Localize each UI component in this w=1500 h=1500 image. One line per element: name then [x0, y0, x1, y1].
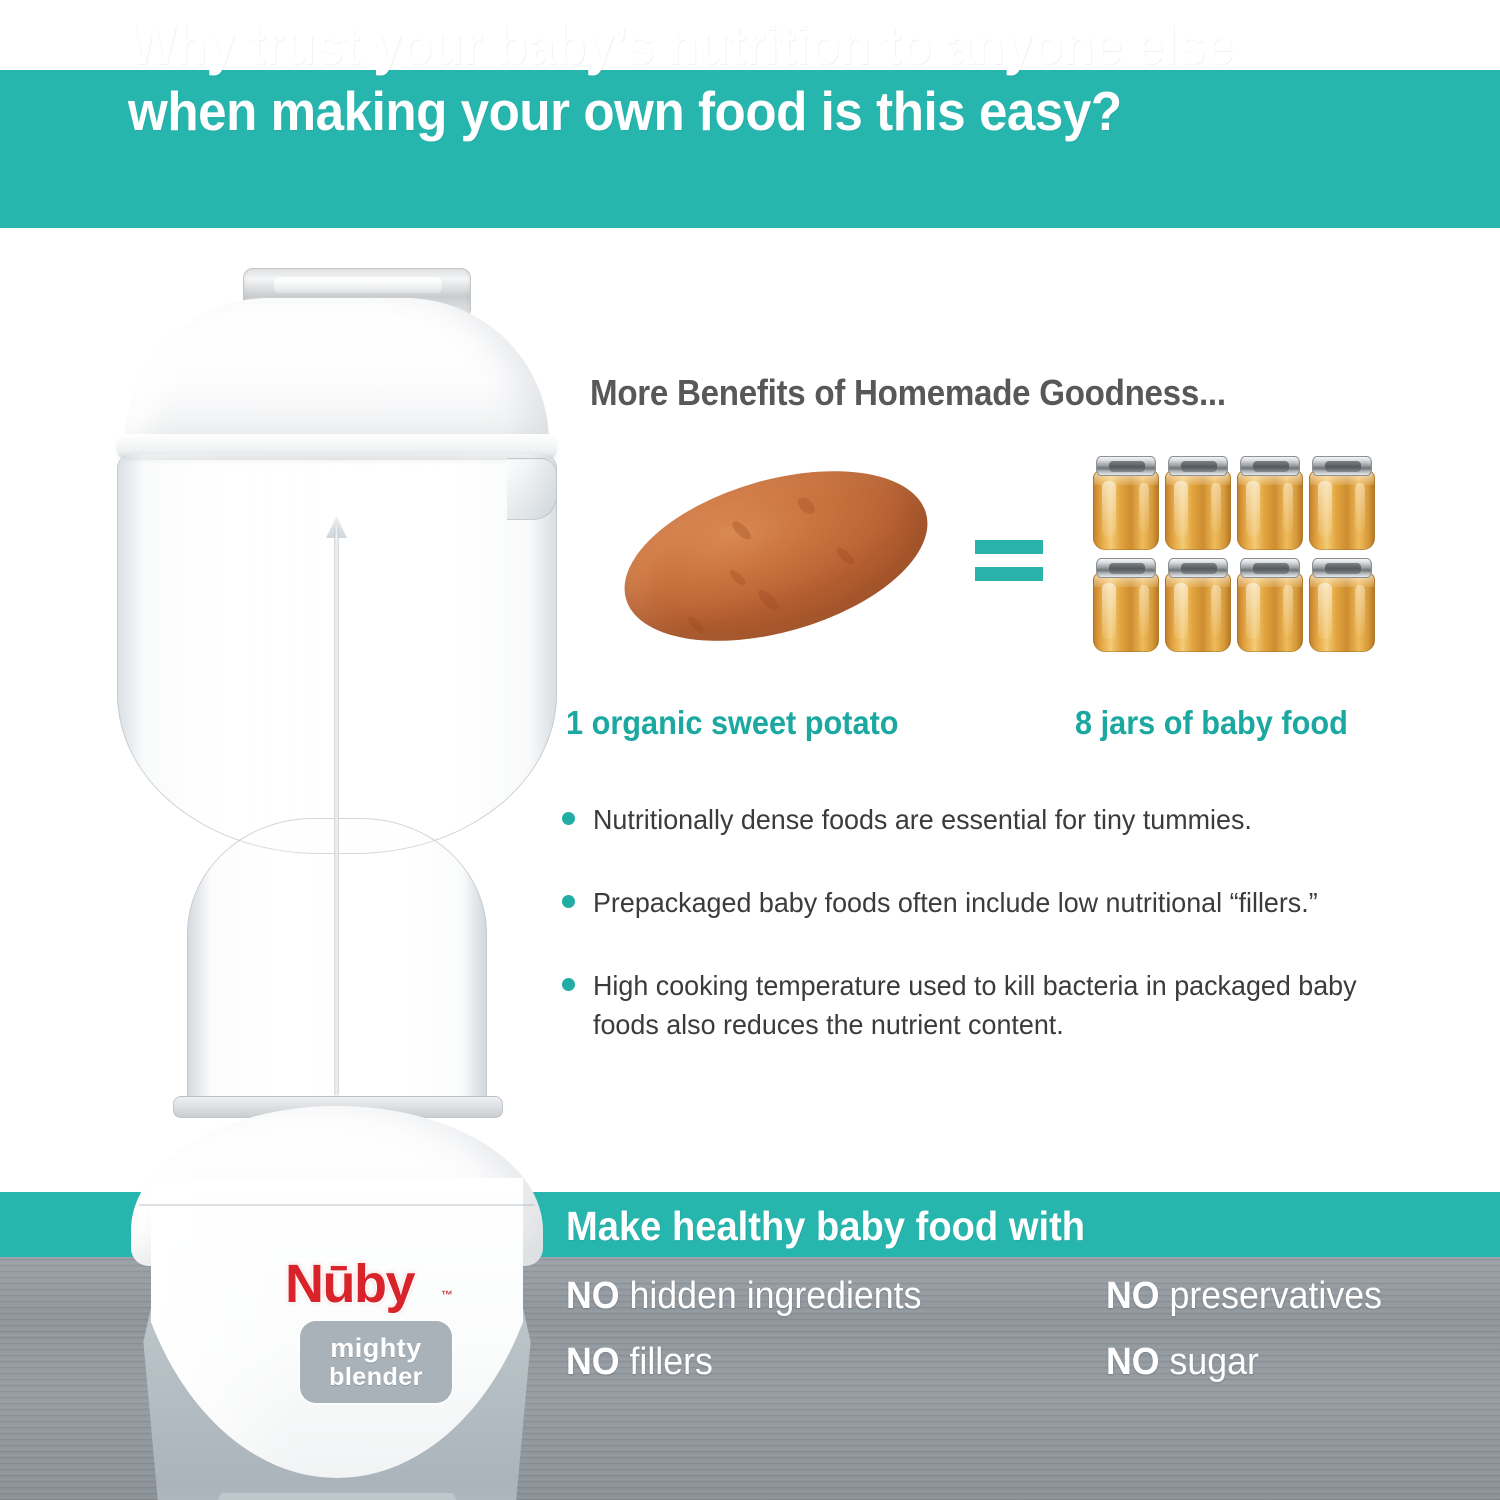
no-claim-item: NO fillers: [566, 1340, 1074, 1384]
baby-food-jar-icon: [1090, 554, 1162, 656]
jar-highlight: [1139, 585, 1149, 635]
no-claims-grid: NO hidden ingredients NO preservatives N…: [566, 1274, 1496, 1384]
headline: Why trust your baby’s nutrition to anyon…: [128, 14, 1233, 142]
baby-food-jar-icon: [1234, 554, 1306, 656]
no-emphasis: NO: [566, 1341, 620, 1383]
baby-food-jar-icon: [1306, 452, 1378, 554]
jar-body: [1093, 470, 1159, 550]
jar-lid-icon: [1096, 558, 1156, 578]
jar-lid-icon: [1168, 456, 1228, 476]
jar-lid-icon: [1168, 558, 1228, 578]
jar-highlight: [1246, 481, 1260, 537]
baby-food-jar-icon: [1234, 452, 1306, 554]
bullet-text: Prepackaged baby foods often include low…: [593, 887, 1318, 918]
jar-highlight: [1355, 483, 1365, 533]
nuby-brand-logo: Nūby: [284, 1253, 417, 1316]
no-claim-text: fillers: [619, 1341, 713, 1383]
jar-highlight: [1174, 583, 1188, 639]
potato-eye-mark: [755, 587, 782, 614]
header-band: [0, 70, 1500, 228]
jar-highlight: [1318, 481, 1332, 537]
equals-sign-icon: [975, 540, 1043, 588]
no-claim-item: NO sugar: [1106, 1340, 1473, 1384]
trademark-symbol: ™: [441, 1288, 453, 1302]
list-item: Prepackaged baby foods often include low…: [562, 883, 1442, 922]
jar-highlight: [1102, 583, 1116, 639]
no-emphasis: NO: [1106, 1341, 1160, 1383]
jar-highlight: [1174, 481, 1188, 537]
bullet-dot-icon: [562, 812, 575, 825]
blender-base-seam: [139, 1204, 535, 1206]
list-item: High cooking temperature used to kill ba…: [562, 966, 1442, 1044]
blender-pedestal: [167, 1493, 507, 1500]
jar-highlight: [1246, 583, 1260, 639]
potato-eye-mark: [685, 614, 707, 636]
equals-bar-top: [975, 540, 1043, 554]
blender-lid-dome: [125, 298, 549, 458]
potato-eye-mark: [834, 544, 857, 567]
equals-bar-bottom: [975, 567, 1043, 581]
potato-eye-mark: [729, 518, 754, 543]
jar-body: [1237, 470, 1303, 550]
no-claim-text: preservatives: [1159, 1275, 1382, 1317]
potato-eye-mark: [727, 567, 748, 588]
jar-highlight: [1355, 585, 1365, 635]
jar-body: [1165, 572, 1231, 652]
no-claim-text: sugar: [1159, 1341, 1259, 1383]
baby-food-jar-icon: [1306, 554, 1378, 656]
footer-title: Make healthy baby food with: [566, 1203, 1086, 1249]
baby-food-jars-group: [1090, 452, 1378, 656]
potato-eye-mark: [795, 494, 819, 517]
bullet-text: Nutritionally dense foods are essential …: [593, 804, 1252, 835]
product-image-blender: Nūby ™ mighty blender: [55, 258, 560, 1500]
jar-highlight: [1283, 585, 1293, 635]
baby-food-jar-icon: [1090, 452, 1162, 554]
baby-food-jar-icon: [1162, 452, 1234, 554]
jar-body: [1309, 470, 1375, 550]
sweet-potato-illustration: [605, 439, 947, 673]
no-claim-item: NO hidden ingredients: [566, 1274, 1074, 1318]
jar-highlight: [1102, 481, 1116, 537]
jar-highlight: [1283, 483, 1293, 533]
sweet-potato-icon: [605, 439, 947, 673]
bullet-dot-icon: [562, 978, 575, 991]
bullet-text: High cooking temperature used to kill ba…: [593, 970, 1357, 1040]
jar-lid-icon: [1312, 456, 1372, 476]
bullet-dot-icon: [562, 895, 575, 908]
equation-right-caption: 8 jars of baby food: [1075, 704, 1348, 741]
jar-body: [1237, 572, 1303, 652]
blender-blade-stem: [334, 526, 339, 1096]
jar-body: [1093, 572, 1159, 652]
no-emphasis: NO: [566, 1275, 620, 1317]
jar-body: [1165, 470, 1231, 550]
benefits-section-title: More Benefits of Homemade Goodness...: [590, 372, 1226, 413]
no-claim-item: NO preservatives: [1106, 1274, 1473, 1318]
jar-lid-icon: [1240, 558, 1300, 578]
jar-highlight: [1211, 483, 1221, 533]
jar-lid-icon: [1312, 558, 1372, 578]
list-item: Nutritionally dense foods are essential …: [562, 800, 1442, 839]
equation-left-caption: 1 organic sweet potato: [566, 704, 899, 741]
model-name-line2: blender: [329, 1363, 423, 1391]
benefits-bullet-list: Nutritionally dense foods are essential …: [562, 800, 1442, 1088]
jar-highlight: [1318, 583, 1332, 639]
blender-jar-spout: [507, 458, 557, 520]
jar-highlight: [1139, 483, 1149, 533]
baby-food-jar-icon: [1162, 554, 1234, 656]
jar-body: [1309, 572, 1375, 652]
mighty-blender-badge: mighty blender: [300, 1321, 452, 1403]
jar-lid-icon: [1240, 456, 1300, 476]
model-name-line1: mighty: [330, 1333, 422, 1363]
no-emphasis: NO: [1106, 1275, 1160, 1317]
no-claim-text: hidden ingredients: [619, 1275, 922, 1317]
jar-lid-icon: [1096, 456, 1156, 476]
jar-highlight: [1211, 585, 1221, 635]
